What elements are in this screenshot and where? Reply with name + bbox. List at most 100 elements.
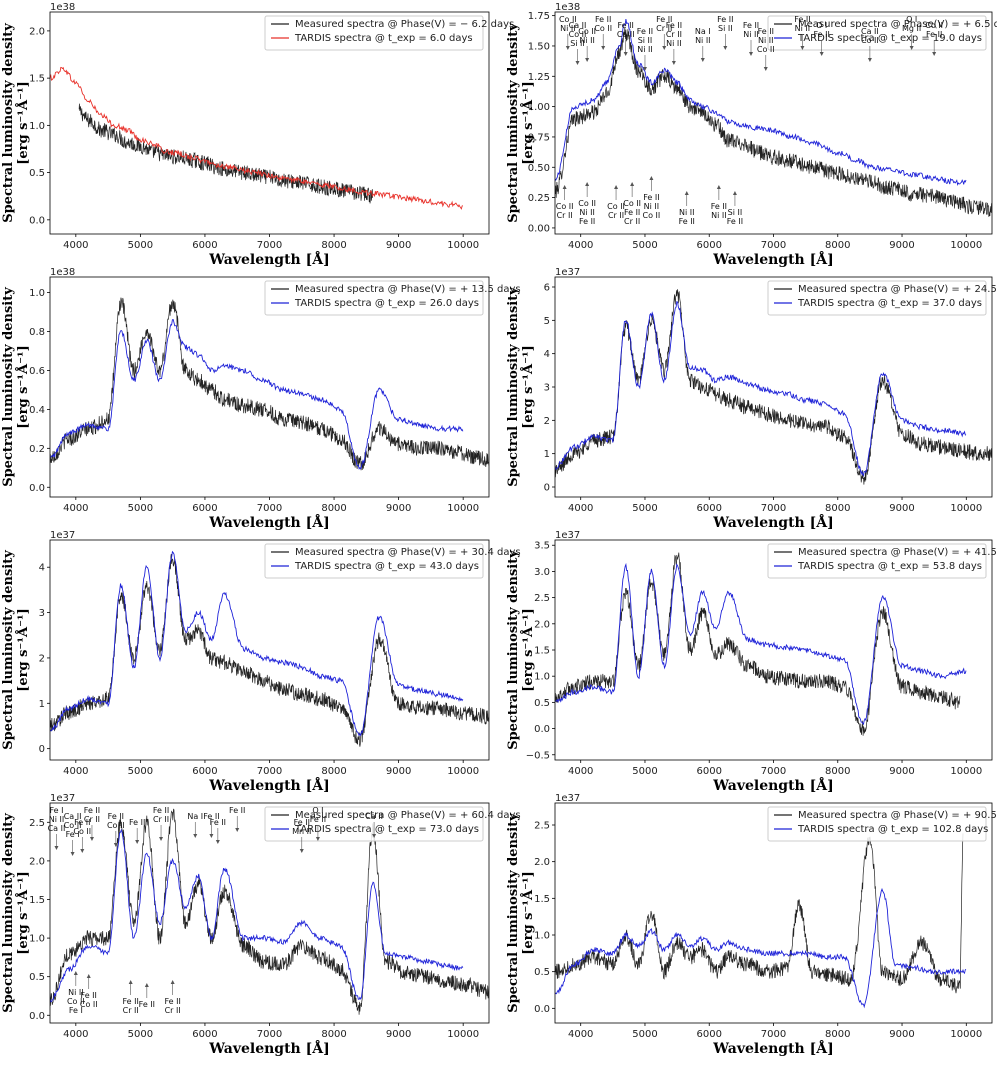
data-point [211, 938, 212, 939]
annotation-label: Fe II [758, 27, 774, 36]
data-point [638, 64, 639, 65]
y-tick-label: 0.5 [534, 698, 550, 709]
data-point [217, 167, 218, 168]
annotation-label: Fe II [814, 30, 830, 39]
data-point [606, 94, 607, 95]
data-point [359, 999, 360, 1000]
data-point [882, 597, 883, 598]
panel-row2-left: 4000 5000 6000 7000 8000 9000 10000 0.0 0.2 0.4 0.… [1, 267, 521, 531]
x-tick-label: 9000 [386, 766, 411, 777]
legend: Measured spectra @ Phase(V) = + 90.5 day… [767, 806, 997, 842]
axis-offset-text: 1e38 [50, 267, 75, 278]
data-point [411, 198, 412, 199]
data-point [127, 130, 128, 131]
y-axis-units: [erg s⁻¹Å⁻¹] [15, 608, 31, 692]
annotation-label: Fe II [679, 217, 695, 226]
data-point [837, 152, 838, 153]
data-point [108, 428, 109, 429]
data-point [773, 157, 774, 158]
data-point [966, 670, 967, 671]
data-point [677, 88, 678, 89]
x-tick-label: 8000 [825, 240, 850, 251]
y-tick-label: 2.0 [29, 26, 45, 37]
data-point [805, 681, 806, 682]
annotation-arrowhead [73, 971, 78, 975]
x-tick-label: 7000 [761, 1029, 786, 1040]
data-point [638, 945, 639, 946]
data-point [792, 161, 793, 162]
data-point [230, 167, 231, 168]
y-tick-label: 1.0 [29, 934, 45, 945]
annotation-label: Cr II [608, 211, 624, 220]
y-tick-label: 1.75 [528, 11, 550, 22]
data-point [217, 164, 218, 165]
x-tick-label: 5000 [128, 1029, 153, 1040]
x-tick-label: 4000 [63, 766, 88, 777]
annotation-label: Fe II [129, 818, 145, 827]
data-point [773, 130, 774, 131]
annotation-arrowhead [299, 849, 304, 853]
data-point [702, 938, 703, 939]
data-point [172, 321, 173, 322]
data-point [359, 467, 360, 468]
data-point [824, 403, 825, 404]
annotation-arrowhead [732, 191, 737, 195]
data-point [198, 630, 199, 631]
data-point [146, 853, 147, 854]
annotation-arrowhead [614, 185, 619, 189]
data-point [463, 428, 464, 429]
series-line-measured [555, 552, 961, 736]
annotation-arrowhead [700, 58, 705, 62]
y-tick-label: 0.0 [29, 483, 45, 494]
data-point [463, 984, 464, 985]
data-point [417, 448, 418, 449]
data-point [146, 331, 147, 332]
data-point [882, 890, 883, 891]
x-tick-label: 7000 [257, 1029, 282, 1040]
data-point [638, 964, 639, 965]
legend-frame [767, 280, 987, 316]
annotation-label: Fe II [666, 21, 682, 30]
data-point [677, 555, 678, 556]
data-point [321, 676, 322, 677]
data-point [593, 686, 594, 687]
data-point [88, 428, 89, 429]
data-point [133, 657, 134, 658]
data-point [638, 70, 639, 71]
series-line-measured [50, 297, 489, 471]
data-point [901, 665, 902, 666]
y-tick-label: 0.4 [29, 405, 45, 416]
data-point [715, 380, 716, 381]
data-point [767, 676, 768, 677]
data-point [612, 691, 613, 692]
annotation-label: Co II [64, 821, 82, 830]
data-point [476, 714, 477, 715]
y-axis-units: [erg s⁻¹Å⁻¹] [520, 345, 536, 429]
data-point [334, 188, 335, 189]
y-tick-label: 5 [544, 316, 550, 327]
data-point [133, 370, 134, 371]
annotation-label: O I [312, 806, 323, 815]
y-tick-label: 2.5 [534, 821, 550, 832]
data-point [398, 444, 399, 445]
annotation-arrowhead [562, 185, 567, 189]
data-point [463, 968, 464, 969]
annotation-arrowhead [159, 837, 164, 841]
annotation-label: Co II [861, 36, 879, 45]
data-point [243, 405, 244, 406]
data-point [437, 428, 438, 429]
legend-frame [264, 280, 484, 316]
data-point [638, 386, 639, 387]
data-point [243, 648, 244, 649]
y-tick-label: 2 [544, 416, 550, 427]
y-tick-label: 0.8 [29, 327, 45, 338]
annotation-label: Ni II [679, 208, 694, 217]
annotation-label: Fe II [926, 30, 942, 39]
data-point [146, 822, 147, 823]
data-point [359, 1007, 360, 1008]
data-point [805, 423, 806, 424]
data-point [812, 142, 813, 143]
data-point [638, 676, 639, 677]
annotation-arrowhead [372, 834, 377, 838]
